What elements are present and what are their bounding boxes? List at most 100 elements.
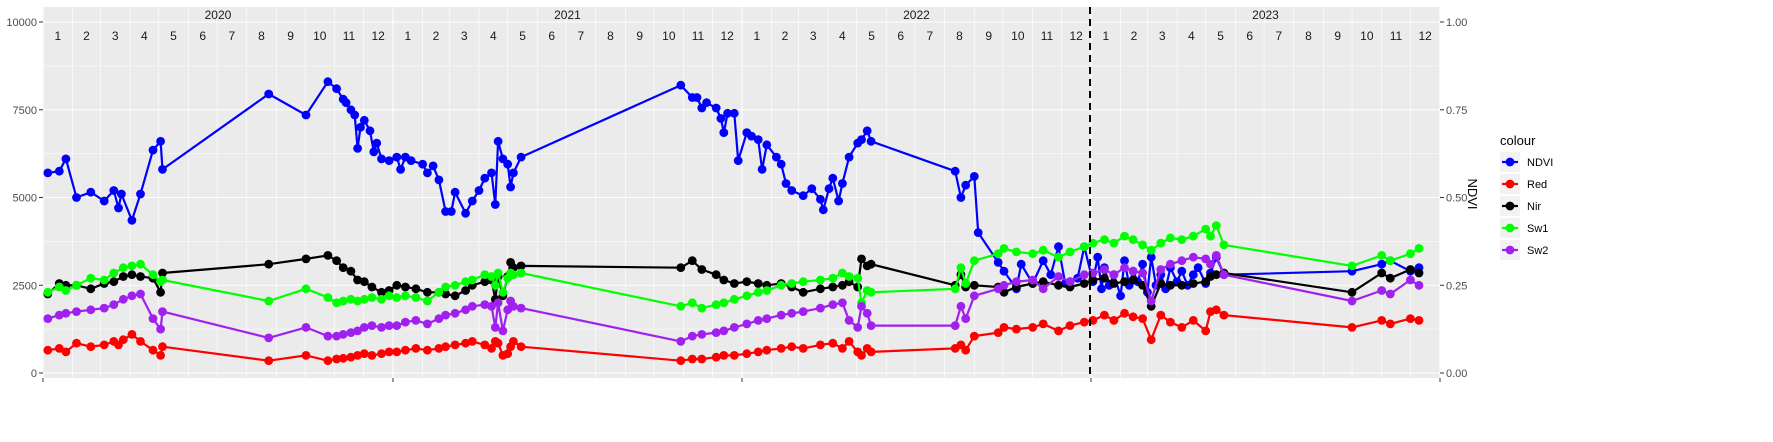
month-label: 12 (1418, 29, 1432, 43)
data-point (461, 286, 470, 295)
data-point (1138, 259, 1147, 269)
data-point (1100, 273, 1109, 283)
data-point (346, 266, 356, 276)
data-point (332, 84, 341, 94)
data-point (844, 337, 854, 346)
data-point (961, 279, 971, 288)
data-point (86, 273, 96, 283)
month-label: 12 (720, 29, 734, 43)
data-point (993, 258, 1003, 267)
data-point (711, 300, 721, 309)
data-point (866, 347, 876, 357)
data-point (450, 340, 460, 350)
data-point (1120, 308, 1129, 318)
data-point (99, 340, 109, 350)
data-point (1109, 279, 1119, 288)
grid-lines (42, 7, 1441, 378)
year-label: 2022 (903, 8, 930, 22)
data-point (1128, 312, 1138, 322)
y-right-tick-label: 0.75 (1446, 105, 1467, 117)
data-point (359, 115, 369, 125)
data-point (776, 344, 786, 353)
data-point (516, 342, 526, 352)
data-point (719, 275, 729, 285)
data-point (862, 126, 872, 136)
month-label: 5 (1217, 29, 1224, 43)
data-point (506, 182, 515, 192)
data-point (757, 165, 767, 174)
data-point (697, 265, 707, 274)
data-point (828, 300, 838, 309)
data-point (742, 349, 752, 359)
data-point (332, 298, 341, 308)
data-point (1188, 279, 1198, 288)
data-point (1414, 268, 1424, 278)
data-point (1109, 316, 1119, 325)
data-point (772, 152, 781, 162)
data-point (136, 272, 145, 281)
data-point (1219, 310, 1229, 320)
data-point (857, 351, 866, 360)
data-point (441, 289, 450, 299)
data-point (999, 266, 1009, 276)
series-red (43, 305, 1424, 366)
data-point (367, 321, 377, 330)
legend-label: Red (1527, 179, 1547, 191)
data-point (54, 282, 64, 292)
y-tick-label: 5000 (13, 193, 37, 205)
data-point (480, 340, 490, 350)
data-point (72, 193, 81, 202)
data-point (1079, 242, 1089, 252)
data-point (148, 314, 158, 323)
y-axis-left: 0 2500 5000 7500 10000 (6, 17, 43, 380)
data-point (969, 172, 979, 181)
data-point (493, 268, 503, 278)
data-point (61, 154, 71, 164)
data-point (787, 279, 797, 288)
data-point (687, 256, 697, 266)
data-point (377, 154, 386, 164)
month-label: 2 (1131, 29, 1138, 43)
data-point (86, 305, 96, 315)
month-label: 7 (927, 29, 934, 43)
data-point (61, 286, 71, 295)
data-point (136, 189, 145, 199)
month-label: 6 (199, 29, 206, 43)
data-point (866, 321, 876, 330)
data-point (301, 351, 311, 360)
data-point (474, 186, 484, 195)
data-point (353, 275, 362, 285)
data-point (301, 110, 311, 120)
data-point (43, 287, 53, 297)
data-point (961, 345, 971, 355)
data-point (798, 344, 808, 353)
data-point (702, 98, 711, 108)
data-point (1385, 256, 1395, 266)
data-point (1188, 270, 1198, 280)
data-point (956, 301, 966, 311)
data-point (493, 298, 503, 308)
data-point (719, 326, 729, 336)
data-point (762, 286, 772, 295)
data-point (43, 345, 53, 355)
data-point (423, 345, 432, 355)
data-point (503, 349, 513, 359)
data-point (857, 254, 866, 264)
y-right-tick-label: 1.00 (1446, 17, 1467, 29)
data-point (487, 301, 496, 311)
data-point (1156, 238, 1166, 248)
data-point (411, 293, 421, 302)
data-point (1016, 259, 1026, 269)
data-point (1347, 261, 1357, 271)
data-point (136, 337, 145, 346)
data-point (384, 347, 394, 357)
data-point (264, 356, 274, 366)
data-point (950, 166, 960, 176)
data-point (434, 314, 444, 323)
data-point (973, 228, 983, 238)
month-label: 3 (810, 29, 817, 43)
data-point (487, 272, 496, 281)
data-point (509, 301, 518, 311)
data-point (411, 316, 421, 325)
data-point (401, 317, 410, 327)
